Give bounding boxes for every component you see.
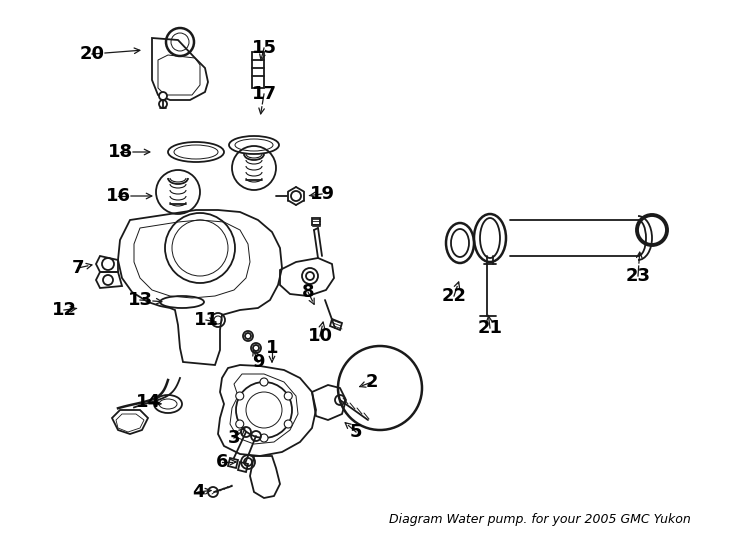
Text: 22: 22 [441,287,467,305]
Text: 19: 19 [310,185,335,203]
Text: 13: 13 [128,291,153,309]
Circle shape [159,92,167,100]
Polygon shape [228,458,238,468]
Text: 12: 12 [51,301,76,319]
Text: 1: 1 [266,339,278,357]
Circle shape [236,392,244,400]
Circle shape [260,434,268,442]
Text: 9: 9 [252,353,264,371]
Text: 3: 3 [228,429,240,447]
Text: 17: 17 [252,85,277,103]
Circle shape [260,378,268,386]
Text: 7: 7 [72,259,84,277]
Circle shape [284,420,292,428]
Text: 16: 16 [106,187,131,205]
Text: 10: 10 [308,327,333,345]
Text: 4: 4 [192,483,204,501]
Text: 15: 15 [252,39,277,57]
Text: 11: 11 [194,311,219,329]
Text: 18: 18 [107,143,133,161]
Circle shape [236,420,244,428]
Text: 6: 6 [216,453,228,471]
Text: 8: 8 [302,283,314,301]
Text: 21: 21 [478,319,503,337]
Circle shape [159,100,167,108]
Polygon shape [238,462,248,472]
Text: Diagram Water pump. for your 2005 GMC Yukon: Diagram Water pump. for your 2005 GMC Yu… [389,514,691,526]
Text: 5: 5 [349,423,363,441]
Circle shape [284,392,292,400]
Text: 2: 2 [366,373,378,391]
Text: 14: 14 [136,393,161,411]
Text: 20: 20 [79,45,104,63]
Text: 23: 23 [625,267,650,285]
